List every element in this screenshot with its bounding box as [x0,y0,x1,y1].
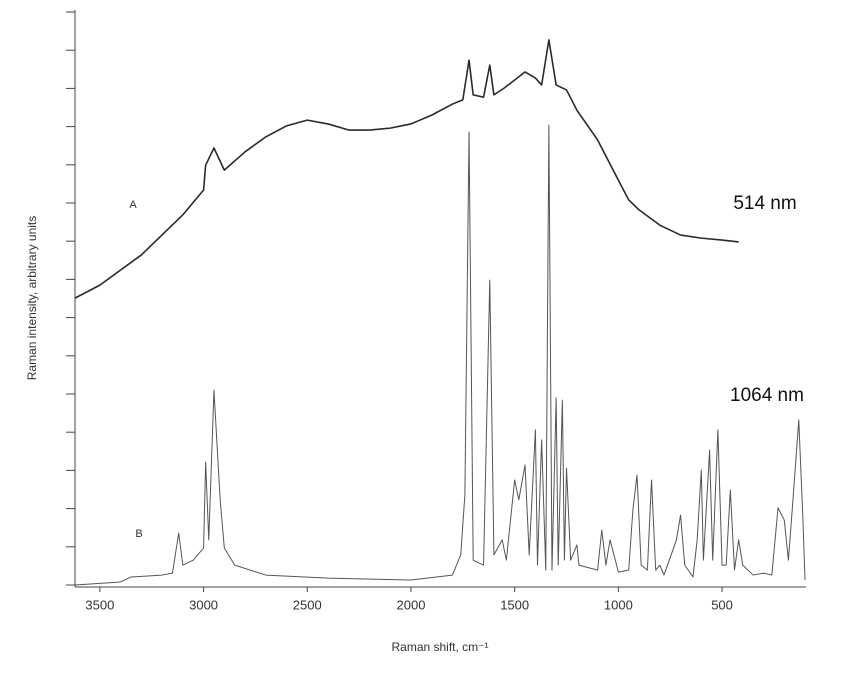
y-axis-title: Raman intensity, arbitrary units [25,216,39,381]
series-label: B [135,528,142,540]
x-tick-label: 2500 [293,597,322,612]
x-tick-label: 2000 [397,597,426,612]
x-tick-label: 1500 [500,597,529,612]
x-tick-label: 3500 [85,597,114,612]
x-tick-label: 3000 [189,597,218,612]
x-axis-title: Raman shift, cm⁻¹ [391,640,488,654]
spectrum-line [74,39,739,299]
x-tick-label: 500 [711,597,733,612]
spectrum-line [74,124,806,586]
series-label: A [129,199,137,211]
excitation-label: 514 nm [733,193,796,214]
x-tick-label: 1000 [604,597,633,612]
excitation-label: 1064 nm [730,385,804,406]
